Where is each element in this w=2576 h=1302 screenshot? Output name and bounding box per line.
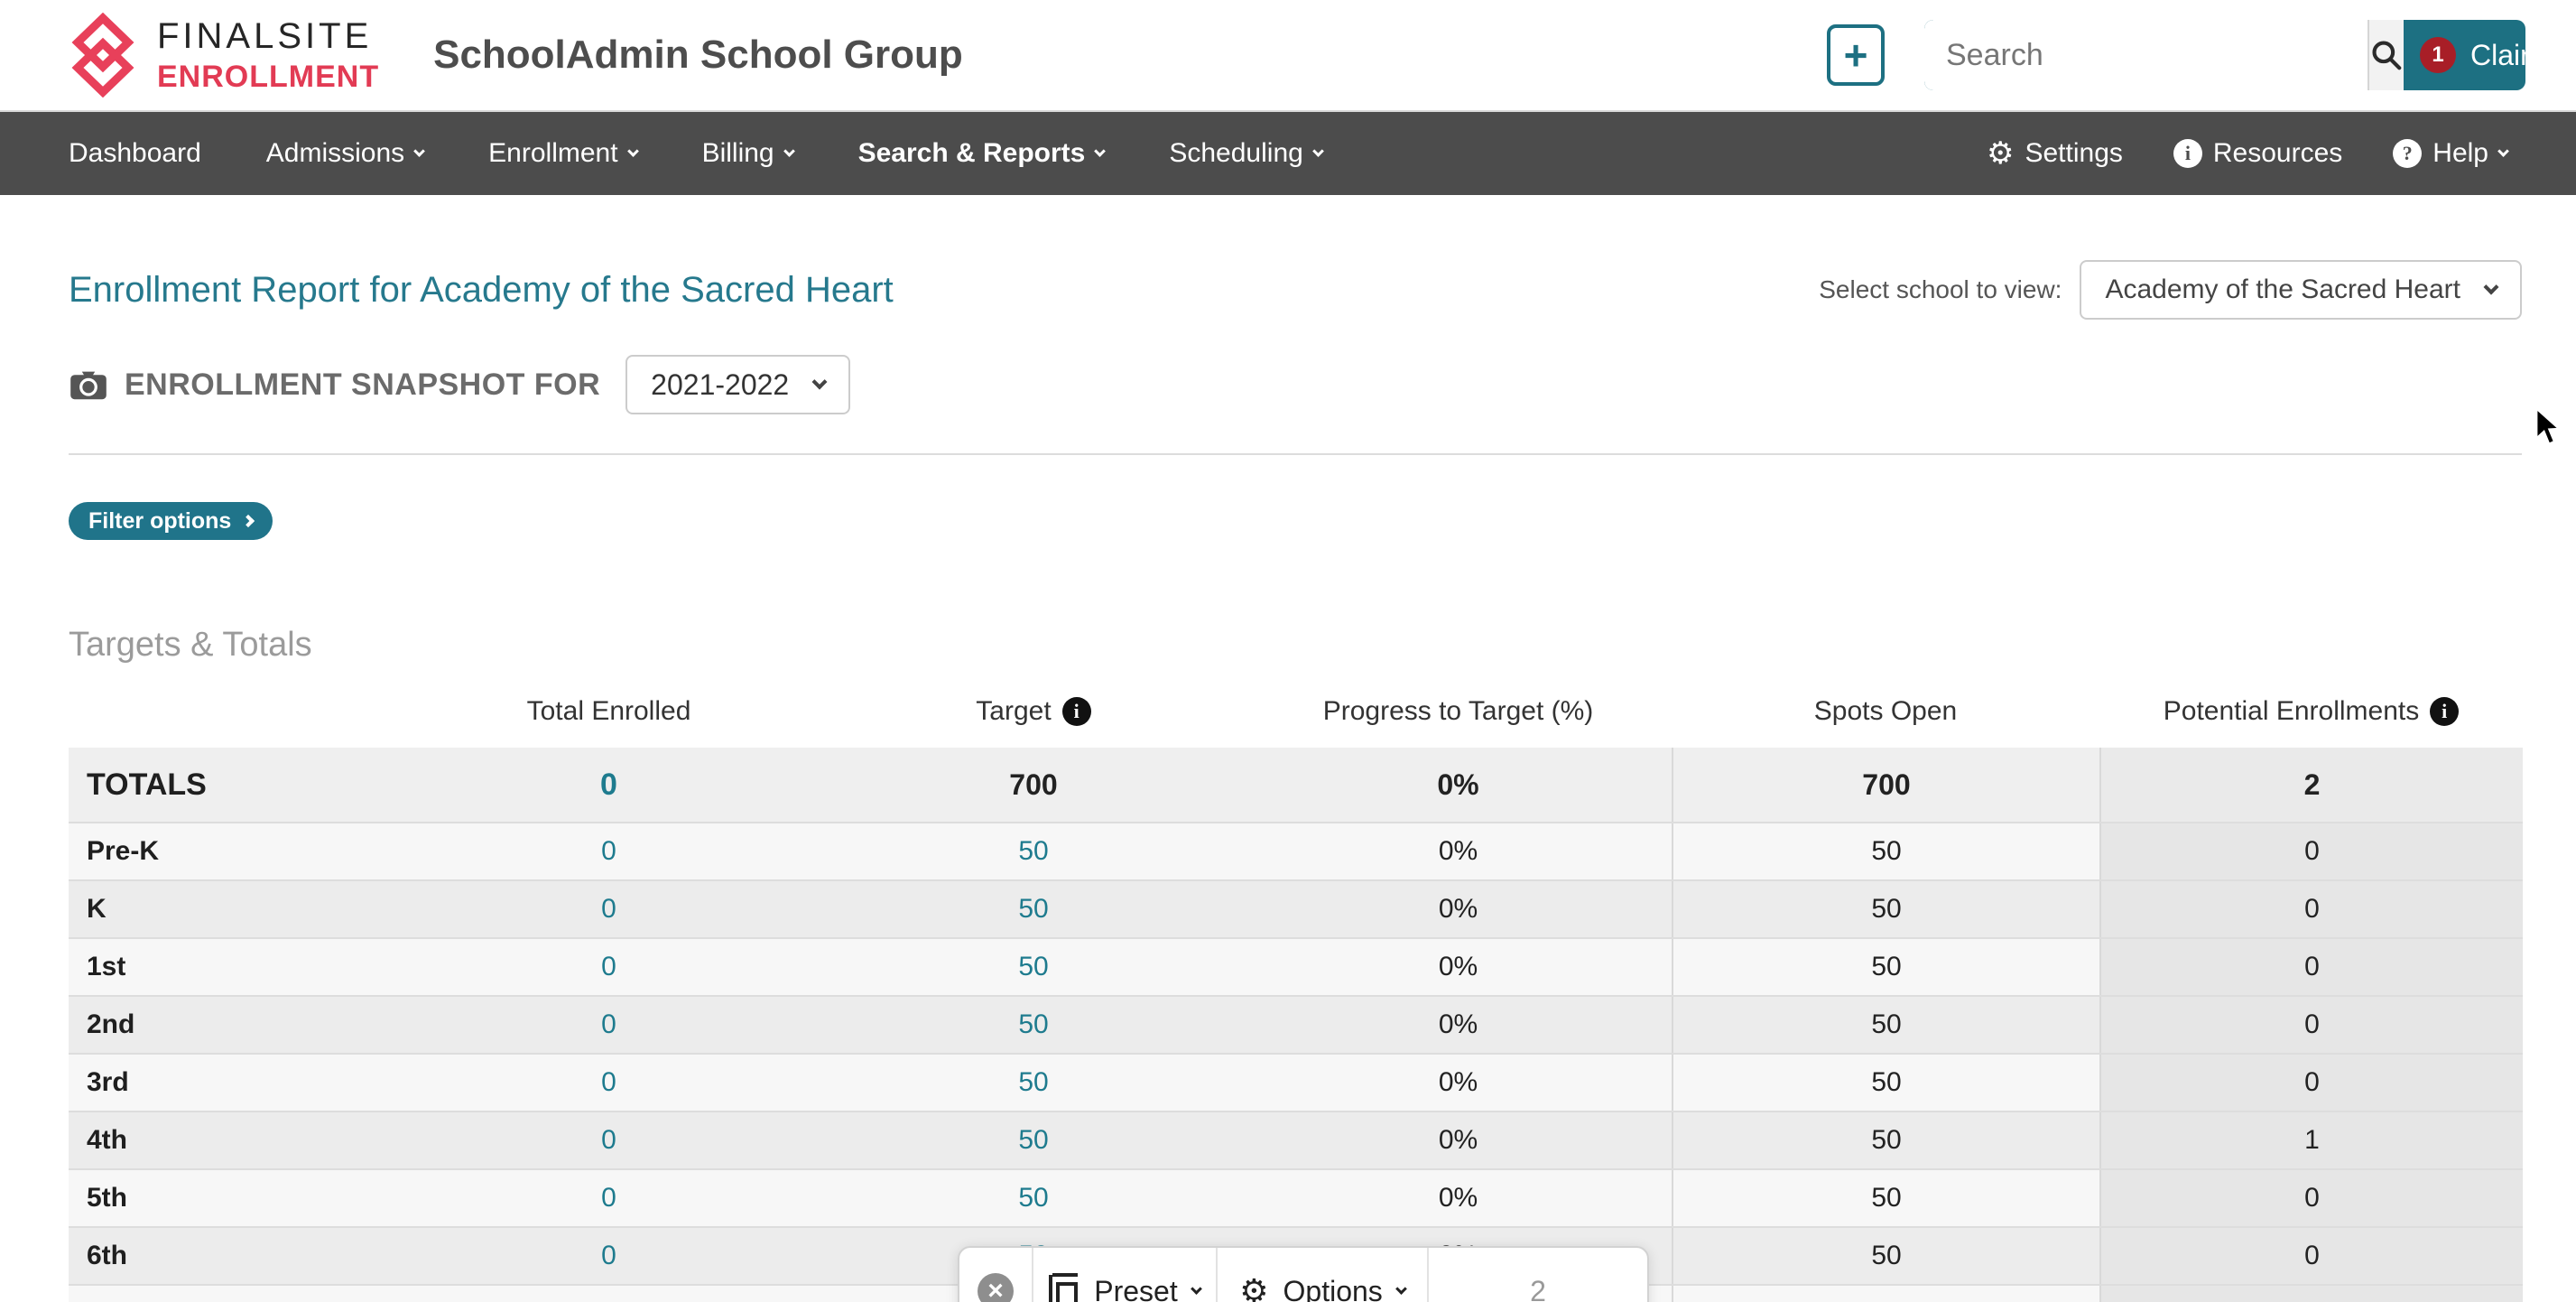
totals-row: TOTALS 0 700 0% 700 2 (69, 748, 2523, 822)
column-header-total-enrolled: Total Enrolled (526, 696, 691, 726)
add-button[interactable]: + (1827, 24, 1885, 86)
search-group: 1 Claire (1924, 20, 2525, 90)
target-link[interactable]: 50 (1018, 1009, 1049, 1039)
nav-resources[interactable]: i Resources (2173, 138, 2342, 169)
enrolled-link[interactable]: 0 (601, 894, 616, 924)
nav-dashboard[interactable]: Dashboard (69, 138, 201, 168)
nav-search-reports[interactable]: Search & Reports (858, 138, 1107, 169)
options-menu[interactable]: ⚙ Options (1216, 1248, 1427, 1302)
gear-icon: ⚙ (1239, 1272, 1269, 1302)
snapshot-year-select[interactable]: 2021-2022 (625, 355, 851, 414)
chevron-down-icon (1094, 144, 1107, 157)
enrolled-link[interactable]: 0 (601, 836, 616, 866)
user-name: Claire (2470, 38, 2525, 71)
enrolled-link[interactable]: 0 (601, 1125, 616, 1155)
target-link[interactable]: 50 (1018, 1067, 1049, 1097)
column-header-blank (69, 675, 395, 748)
target-link[interactable]: 50 (1018, 1183, 1049, 1213)
nav-admissions[interactable]: Admissions (266, 138, 426, 169)
chevron-down-icon (2497, 144, 2509, 157)
enrolled-link[interactable]: 0 (601, 1067, 616, 1097)
enrolled-link[interactable]: 0 (601, 952, 616, 981)
table-header-row: Total Enrolled Target i Progress to Targ… (69, 675, 2523, 748)
table-row-k: K 0 50 0% 50 0 (69, 879, 2523, 937)
column-header-target: Target i (822, 675, 1245, 748)
notification-badge: 1 (2420, 37, 2456, 73)
finalsite-diamond-icon (71, 13, 134, 98)
table-row-3rd: 3rd 0 50 0% 50 0 (69, 1053, 2523, 1111)
chevron-right-icon (242, 514, 255, 528)
chevron-down-icon (811, 374, 828, 390)
nav-help[interactable]: ? Help (2393, 138, 2509, 169)
preset-menu[interactable]: Preset (1032, 1248, 1216, 1302)
gear-icon: ⚙ (1987, 136, 2015, 171)
brand-name: FINALSITE (157, 16, 373, 56)
search-input[interactable] (1924, 20, 2368, 90)
snapshot-label: ENROLLMENT SNAPSHOT FOR (125, 367, 601, 402)
enrolled-link[interactable]: 0 (601, 1241, 616, 1270)
page-title[interactable]: Enrollment Report for Academy of the Sac… (69, 269, 894, 310)
app-header: FINALSITE ENROLLMENT SchoolAdmin School … (0, 0, 2576, 112)
school-select-label: Select school to view: (1819, 275, 2062, 303)
column-header-potential: Potential Enrollments i (2099, 675, 2523, 748)
chevron-down-icon (1190, 1282, 1202, 1295)
finalsite-logo[interactable]: FINALSITE ENROLLMENT (69, 13, 379, 98)
section-divider (69, 453, 2522, 455)
nav-enrollment[interactable]: Enrollment (488, 138, 639, 169)
table-row-1st: 1st 0 50 0% 50 0 (69, 937, 2523, 995)
column-header-progress: Progress to Target (%) (1322, 696, 1594, 726)
section-title: Targets & Totals (69, 626, 312, 664)
table-row-5th: 5th 0 50 0% 50 0 (69, 1168, 2523, 1226)
targets-totals-table: Total Enrolled Target i Progress to Targ… (69, 675, 2523, 1302)
close-icon[interactable]: × (978, 1273, 1014, 1302)
enrolled-link[interactable]: 0 (601, 1009, 616, 1039)
target-info-icon[interactable]: i (1061, 697, 1091, 726)
nav-settings[interactable]: ⚙ Settings (1987, 136, 2123, 171)
target-link[interactable]: 50 (1018, 1125, 1049, 1155)
target-link[interactable]: 50 (1018, 894, 1049, 924)
target-link[interactable]: 50 (1018, 836, 1049, 866)
brand-product: ENROLLMENT (157, 60, 380, 94)
chevron-down-icon (1395, 1282, 1407, 1295)
table-row-2nd: 2nd 0 50 0% 50 0 (69, 995, 2523, 1053)
nav-scheduling[interactable]: Scheduling (1169, 138, 1324, 169)
preset-layout-icon (1049, 1273, 1080, 1302)
chevron-down-icon (1311, 144, 1324, 157)
chevron-down-icon (626, 144, 639, 157)
main-nav: Dashboard Admissions Enrollment Billing … (0, 112, 2576, 195)
page-number-input[interactable]: 2 (1427, 1248, 1647, 1302)
nav-billing[interactable]: Billing (702, 138, 795, 169)
enrolled-link[interactable]: 0 (601, 1183, 616, 1213)
search-icon (2372, 41, 2402, 70)
potential-info-icon[interactable]: i (2430, 697, 2460, 726)
app-title: SchoolAdmin School Group (433, 33, 963, 77)
school-select[interactable]: Academy of the Sacred Heart (2080, 260, 2522, 320)
search-button[interactable] (2368, 20, 2404, 90)
filter-options-button[interactable]: Filter options (69, 502, 273, 540)
totals-enrolled-link[interactable]: 0 (600, 767, 617, 802)
target-link[interactable]: 50 (1018, 952, 1049, 981)
camera-icon (70, 371, 107, 400)
chevron-down-icon (2483, 279, 2499, 295)
info-icon: i (2173, 139, 2202, 168)
user-menu[interactable]: 1 Claire (2404, 20, 2525, 90)
question-icon: ? (2393, 139, 2423, 168)
chevron-down-icon (413, 144, 426, 157)
table-row-4th: 4th 0 50 0% 50 1 (69, 1111, 2523, 1168)
table-row-prek: Pre-K 0 50 0% 50 0 (69, 822, 2523, 879)
chevron-down-icon (783, 144, 795, 157)
column-header-spots-open: Spots Open (1813, 696, 1958, 726)
floating-toolbar: × Preset ⚙ Options 2 (958, 1246, 1649, 1302)
